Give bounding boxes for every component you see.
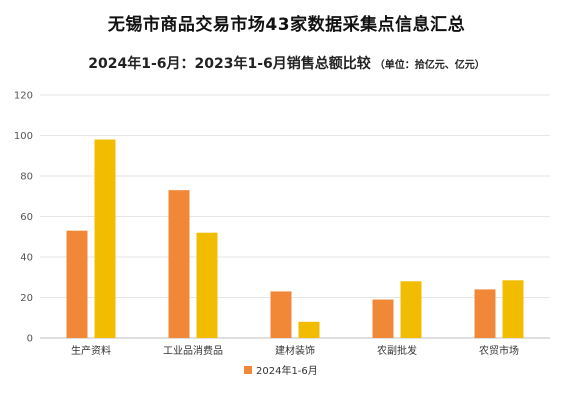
x-tick-label: 建材装饰	[275, 344, 315, 357]
bar-series2-3	[298, 321, 320, 338]
y-tick-label: 20	[20, 293, 33, 304]
chart-title: 无锡市商品交易市场43家数据采集点信息汇总	[107, 15, 466, 35]
bar-series1-4	[372, 299, 394, 338]
x-tick-label: 生产资料	[71, 344, 111, 357]
y-tick-label: 80	[20, 172, 33, 183]
x-tick-label: 工业品消费品	[163, 344, 223, 357]
subtitle-row: 2024年1-6月：2023年1-6月销售总额比较 （单位：拾亿元、亿元）	[0, 53, 573, 73]
bar-series1-2	[168, 190, 190, 338]
bar-series2-1	[94, 139, 116, 338]
bars	[66, 139, 524, 338]
x-tick-label: 农副批发	[377, 344, 417, 357]
y-tick-label: 40	[20, 253, 33, 264]
bar-series1-1	[66, 230, 88, 338]
grid-lines	[40, 94, 550, 339]
y-tick-label: 100	[14, 131, 33, 142]
y-tick-label: 0	[27, 334, 33, 345]
unit-note: （单位：拾亿元、亿元）	[374, 60, 485, 71]
bar-series2-2	[196, 232, 218, 338]
legend-swatch	[244, 366, 252, 374]
y-axis-labels: 0 20 40 60 80 100 120	[14, 91, 33, 345]
bar-series1-5	[474, 289, 496, 338]
legend-label: 2024年1-6月	[256, 364, 318, 377]
chart-subtitle: 2024年1-6月：2023年1-6月销售总额比较	[88, 56, 371, 72]
x-tick-label: 农贸市场	[479, 344, 519, 357]
y-tick-label: 120	[14, 91, 33, 102]
bar-series2-5	[502, 280, 524, 338]
bar-series2-4	[400, 281, 422, 338]
x-axis-labels: 生产资料 工业品消费品 建材装饰 农副批发 农贸市场	[71, 344, 519, 357]
y-tick-label: 60	[20, 212, 33, 223]
bar-series1-3	[270, 291, 292, 338]
legend: 2024年1-6月	[244, 364, 318, 377]
